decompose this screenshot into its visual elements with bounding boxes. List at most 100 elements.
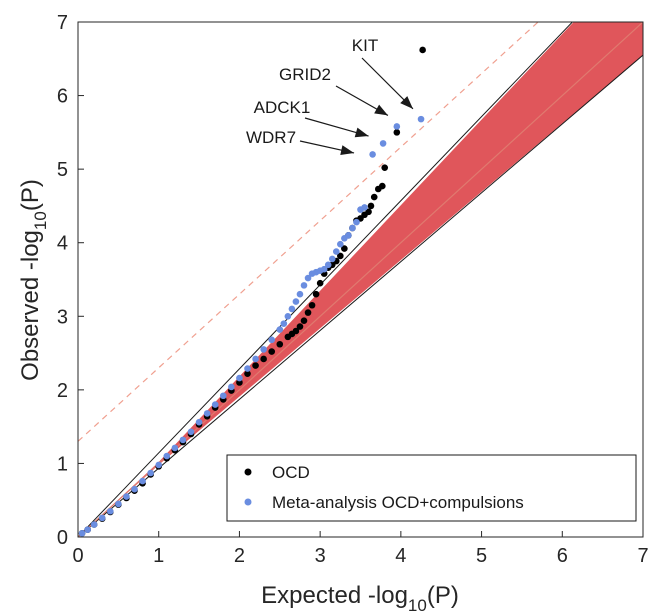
annotation-label-kit: KIT (352, 36, 378, 55)
data-point (98, 514, 106, 522)
x-axis-ticks: 0 1 2 3 4 5 6 7 (72, 531, 649, 567)
x-tick-label: 5 (476, 545, 487, 567)
legend-marker-meta (244, 498, 252, 506)
confidence-band-upper-edge (78, 22, 574, 537)
x-axis-label-main: Expected -log (261, 582, 408, 609)
data-point (268, 348, 276, 355)
data-point (187, 428, 195, 436)
data-point (260, 355, 267, 363)
data-point (252, 355, 259, 363)
data-point (171, 444, 179, 452)
data-point (163, 452, 171, 460)
x-axis-label-tail: (P) (427, 582, 459, 609)
data-point (370, 193, 378, 201)
data-point (211, 401, 219, 408)
data-point (367, 202, 375, 210)
y-tick-label: 2 (57, 380, 68, 402)
data-point (228, 383, 235, 391)
x-tick-label: 0 (72, 545, 83, 567)
data-point (296, 323, 304, 330)
y-tick-label: 1 (57, 453, 68, 475)
y-axis-label-subscript: 10 (31, 211, 50, 230)
x-tick-label: 3 (315, 545, 326, 567)
data-point (328, 255, 336, 263)
data-point (316, 279, 324, 287)
significance-line (78, 22, 539, 442)
y-axis-ticks: 0 1 2 3 4 5 6 7 (57, 12, 84, 549)
data-point (203, 410, 211, 417)
data-point (320, 265, 328, 273)
data-point (123, 493, 130, 500)
data-point (337, 240, 344, 248)
data-point (268, 336, 276, 344)
data-point (284, 312, 292, 320)
data-point (155, 461, 163, 469)
data-point (244, 370, 251, 377)
data-point (296, 290, 304, 298)
data-point (353, 218, 360, 226)
data-point (369, 151, 376, 158)
y-tick-label: 3 (57, 306, 68, 328)
data-point (147, 469, 154, 477)
y-axis-label-main: Observed -log (17, 230, 44, 381)
annotation-label-wdr7: WDR7 (246, 128, 296, 147)
data-point (393, 129, 401, 136)
data-point (78, 530, 86, 537)
data-point (304, 309, 312, 316)
annotation-arrow-head (354, 127, 369, 138)
data-point (276, 340, 284, 348)
data-point (365, 208, 372, 216)
data-point (292, 298, 300, 305)
data-point (417, 115, 425, 123)
gene-annotations: KIT GRID2 ADCK1 WDR7 (246, 36, 414, 156)
confidence-band-lower-edge (78, 54, 643, 537)
data-point (341, 245, 348, 252)
legend-label-meta: Meta-analysis OCD+compulsions (272, 493, 524, 512)
y-tick-label: 7 (57, 12, 68, 34)
data-point (106, 507, 114, 515)
y-tick-label: 0 (57, 527, 68, 549)
data-point (139, 477, 146, 485)
data-point (337, 252, 344, 260)
data-point (379, 140, 387, 147)
x-axis-label: Expected -log10(P) (261, 582, 459, 613)
data-point (276, 326, 284, 333)
legend-label-ocd: OCD (272, 463, 310, 482)
data-point (84, 526, 91, 533)
data-point (260, 346, 267, 353)
y-tick-label: 6 (57, 86, 68, 108)
data-point (244, 365, 251, 372)
data-point (381, 164, 389, 171)
data-point (292, 327, 300, 335)
x-tick-label: 2 (234, 545, 245, 567)
y-axis-label-tail: (P) (17, 179, 44, 211)
data-point (308, 301, 316, 309)
plot-area (77, 21, 644, 538)
data-point (179, 436, 187, 444)
legend-marker-ocd (244, 468, 252, 476)
annotation-label-grid2: GRID2 (279, 65, 331, 84)
data-point (361, 204, 368, 211)
data-point (300, 282, 308, 289)
axes-box (77, 21, 644, 538)
data-point (195, 418, 203, 426)
data-point (378, 182, 386, 190)
y-tick-label: 4 (57, 233, 68, 255)
data-point (304, 274, 312, 282)
series-meta (78, 115, 425, 537)
annotation-arrow-head (374, 104, 388, 116)
x-axis-label-subscript: 10 (408, 596, 427, 613)
data-point (219, 392, 227, 400)
legend: OCD Meta-analysis OCD+compulsions (226, 454, 637, 522)
data-point (419, 46, 426, 54)
data-point (312, 290, 320, 298)
legend-box (226, 454, 637, 522)
data-point (349, 224, 356, 232)
data-point (236, 374, 243, 382)
data-point (393, 123, 401, 130)
data-point (280, 320, 288, 327)
data-point (115, 500, 122, 508)
data-point (332, 248, 340, 255)
x-tick-label: 7 (637, 545, 648, 567)
